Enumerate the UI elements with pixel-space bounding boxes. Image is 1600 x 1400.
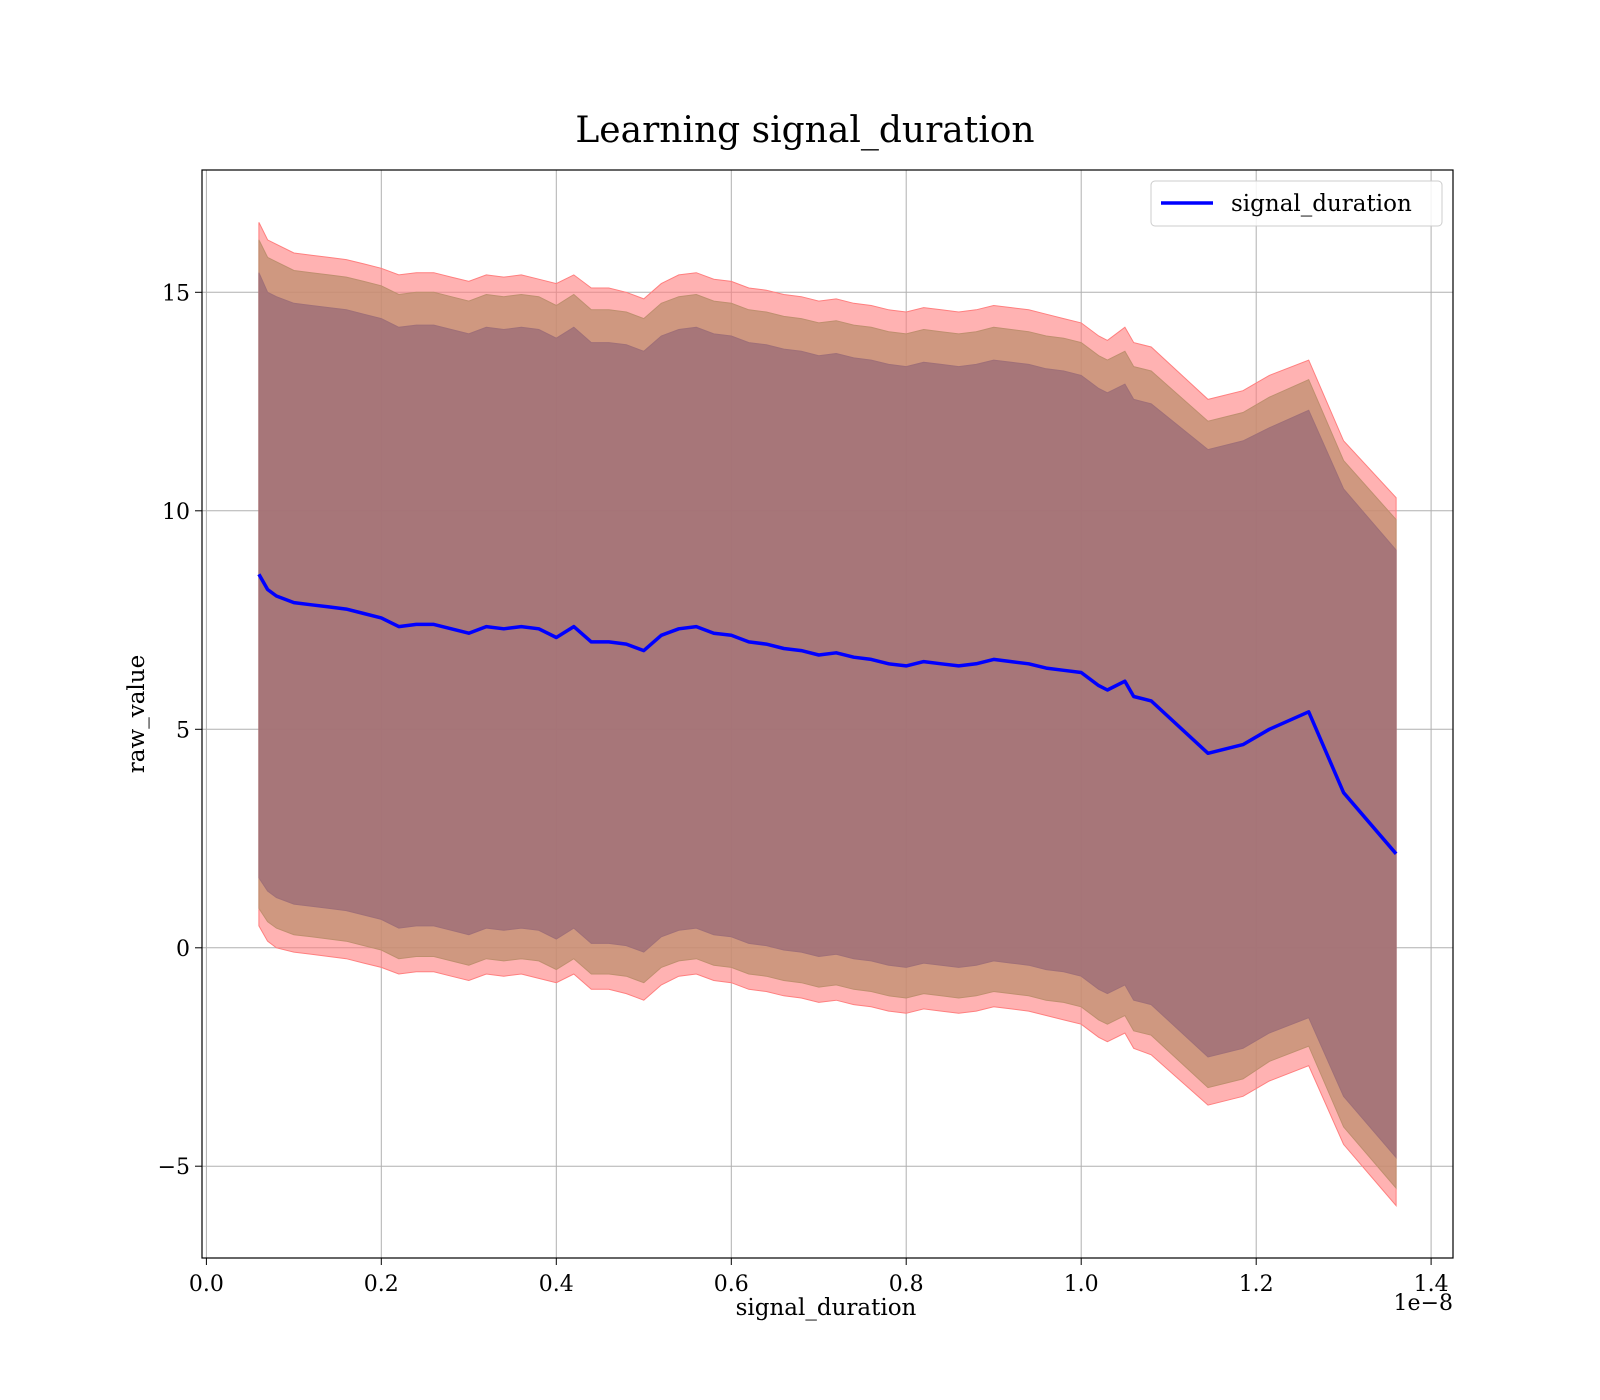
y-tick-label: 15 [162,281,190,306]
plot-frame [201,169,1454,1259]
x-tick-label: 0.6 [714,1272,749,1297]
x-tick-label: 1.0 [1064,1272,1099,1297]
y-axis-label: raw_value [124,655,150,773]
series-line-signal-duration [257,573,1398,855]
x-tick-label: 1.4 [1414,1272,1449,1297]
ticks: 0.0 0.2 0.4 0.6 0.8 1.0 1.2 1.4 −5 0 5 10 15 [158,281,1449,1297]
band-inner [258,272,1397,1159]
bands [258,222,1397,1207]
x-axis-label: signal_duration [736,1295,917,1321]
x-tick-label: 0.8 [889,1272,924,1297]
legend: signal_duration [1150,180,1443,227]
x-tick-label: 0.4 [539,1272,574,1297]
legend-box [1150,180,1443,227]
x-tick-label: 0.0 [189,1272,224,1297]
y-tick-label: 5 [176,718,190,743]
legend-label-signal-duration: signal_duration [1231,191,1412,217]
y-tick-label: −5 [158,1155,190,1180]
chart-title: Learning signal_duration [575,110,1034,151]
y-tick-label: 0 [176,937,190,962]
x-offset-text: 1e−8 [1394,1291,1453,1316]
x-tick-label: 1.2 [1239,1272,1274,1297]
series-layer [257,573,1398,855]
y-tick-label: 10 [162,500,190,525]
x-tick-label: 0.2 [364,1272,399,1297]
